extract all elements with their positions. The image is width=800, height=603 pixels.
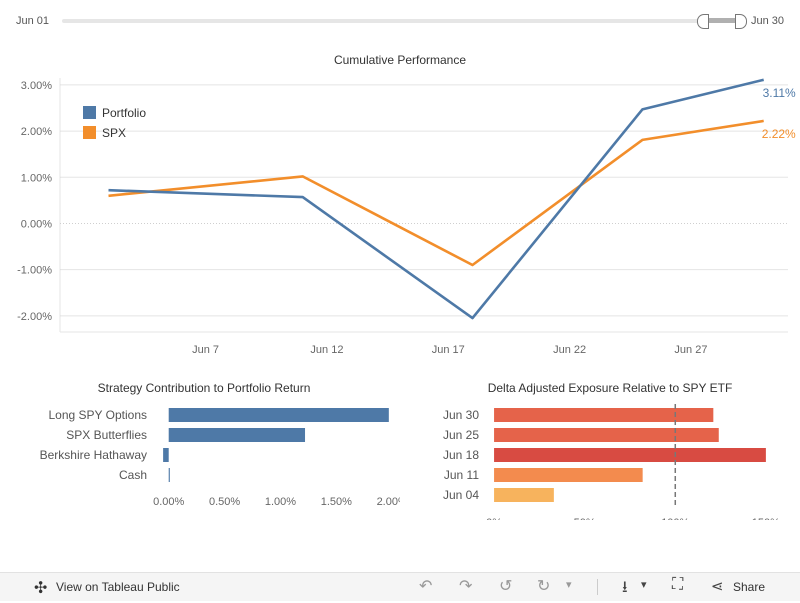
end-label-portfolio: 3.11% xyxy=(763,86,796,100)
x-tick-label: 100% xyxy=(661,517,689,520)
slider-start-label: Jun 01 xyxy=(16,15,50,27)
category-label: Jun 30 xyxy=(443,408,479,422)
slider-handle-start[interactable] xyxy=(697,14,709,29)
x-tick-label: 50% xyxy=(574,517,596,520)
bar[interactable] xyxy=(163,448,169,462)
category-labels: Jun 30 Jun 25 Jun 18 Jun 11 Jun 04 xyxy=(443,408,479,502)
x-tick-label: Jun 17 xyxy=(432,344,465,356)
y-tick-label: 0.00% xyxy=(21,218,52,230)
toolbar-divider xyxy=(597,579,598,595)
x-tick-label: 150% xyxy=(752,517,780,520)
tableau-icon[interactable]: ✣ xyxy=(34,580,48,597)
x-tick-label: Jun 12 xyxy=(310,344,343,356)
strategy-contribution-chart: Strategy Contribution to Portfolio Retur… xyxy=(40,381,400,508)
series-lines xyxy=(108,78,765,320)
slider-handle-end[interactable] xyxy=(735,14,747,29)
bar[interactable] xyxy=(494,468,643,482)
legend-swatch-portfolio xyxy=(83,106,96,119)
delta-exposure-chart: Delta Adjusted Exposure Relative to SPY … xyxy=(443,381,780,520)
y-tick-label: 1.00% xyxy=(21,172,52,184)
bars xyxy=(163,408,389,482)
bar[interactable] xyxy=(494,428,719,442)
bar[interactable] xyxy=(168,468,170,482)
share-icon[interactable]: ⋖ xyxy=(711,578,724,595)
date-range-selection[interactable] xyxy=(703,18,739,23)
x-tick-labels: 0.00% 0.50% 1.00% 1.50% 2.00% xyxy=(153,496,400,508)
x-tick-label: 0% xyxy=(486,517,502,520)
x-tick-label: 1.00% xyxy=(265,496,296,508)
series-line-spx[interactable] xyxy=(108,119,764,267)
x-tick-label: Jun 7 xyxy=(192,344,219,356)
slider-end-label: Jun 30 xyxy=(751,15,785,27)
bar[interactable] xyxy=(494,488,554,502)
x-tick-label: 0.00% xyxy=(153,496,184,508)
y-tick-label: -2.00% xyxy=(17,311,52,323)
category-label: Jun 11 xyxy=(444,468,479,482)
download-dropdown-icon[interactable]: ▾ xyxy=(641,579,647,591)
y-tick-labels: 3.00% 2.00% 1.00% 0.00% -1.00% -2.00% xyxy=(17,80,52,323)
category-label: Long SPY Options xyxy=(48,408,147,422)
refresh-dropdown-icon[interactable]: ▾ xyxy=(566,579,572,591)
x-tick-labels: 0% 50% 100% 150% xyxy=(486,517,780,520)
x-tick-label: 0.50% xyxy=(209,496,240,508)
y-tick-label: -1.00% xyxy=(17,265,52,277)
share-button[interactable]: Share xyxy=(733,580,766,594)
bar[interactable] xyxy=(168,408,389,422)
y-tick-label: 3.00% xyxy=(21,80,52,92)
bar[interactable] xyxy=(494,408,714,422)
x-tick-label: 2.00% xyxy=(377,496,400,508)
cumulative-performance-chart: Cumulative Performance 3.00% 2.00% 1.00% 0.… xyxy=(17,53,796,356)
redo-icon[interactable]: ↷ xyxy=(459,578,473,595)
chart-title: Cumulative Performance xyxy=(334,53,466,67)
x-tick-labels: Jun 7 Jun 12 Jun 17 Jun 22 Jun 27 xyxy=(192,344,707,356)
bar[interactable] xyxy=(168,428,306,442)
series-end-labels: 3.11% 2.22% xyxy=(762,86,796,141)
download-icon[interactable]: ⭳ xyxy=(622,579,628,596)
bar[interactable] xyxy=(494,448,766,462)
footer-toolbar: ✣ View on Tableau Public ↶ ↷ ↺ ↻ ▾ ⭳ ▾ ⛶… xyxy=(0,572,800,601)
bars xyxy=(494,408,766,502)
legend-swatch-spx xyxy=(83,126,96,139)
x-tick-label: Jun 22 xyxy=(553,344,586,356)
category-label: Jun 18 xyxy=(443,448,479,462)
category-label: Berkshire Hathaway xyxy=(40,448,147,462)
chart-title: Strategy Contribution to Portfolio Retur… xyxy=(98,381,311,395)
x-tick-label: 1.50% xyxy=(321,496,352,508)
undo-icon[interactable]: ↶ xyxy=(419,578,433,595)
category-label: Cash xyxy=(119,468,147,482)
legend-label-portfolio: Portfolio xyxy=(102,106,146,120)
view-on-tableau-public-link[interactable]: View on Tableau Public xyxy=(56,580,180,594)
gridlines xyxy=(60,84,788,317)
category-label: SPX Butterflies xyxy=(66,428,147,442)
x-tick-label: Jun 27 xyxy=(674,344,707,356)
category-label: Jun 25 xyxy=(443,428,479,442)
y-tick-label: 2.00% xyxy=(21,126,52,138)
legend[interactable]: Portfolio SPX xyxy=(83,106,146,140)
end-label-spx: 2.22% xyxy=(762,127,796,141)
fullscreen-icon[interactable]: ⛶ xyxy=(672,576,684,593)
date-range-track[interactable] xyxy=(62,19,742,23)
chart-title: Delta Adjusted Exposure Relative to SPY … xyxy=(488,381,733,395)
category-labels: Long SPY Options SPX Butterflies Berkshire… xyxy=(40,408,147,482)
legend-label-spx: SPX xyxy=(102,126,126,140)
revert-icon[interactable]: ↺ xyxy=(499,578,513,595)
refresh-icon[interactable]: ↻ xyxy=(537,578,551,595)
series-line-portfolio[interactable] xyxy=(108,78,765,320)
category-label: Jun 04 xyxy=(443,488,479,502)
